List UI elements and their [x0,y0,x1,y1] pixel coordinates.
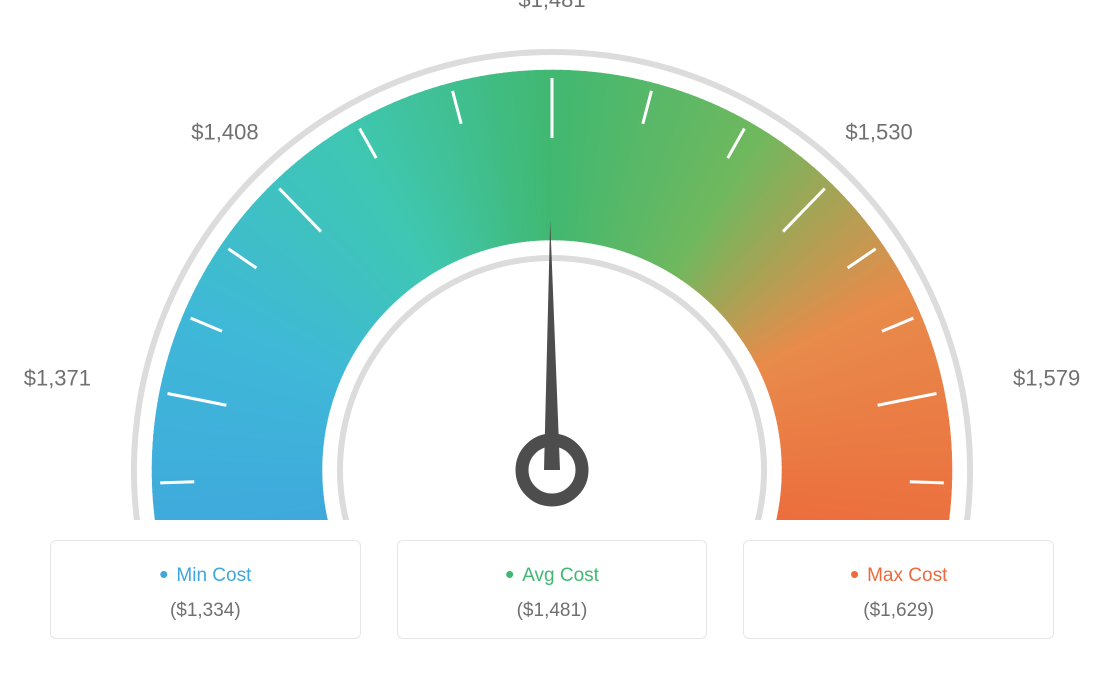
legend-avg-box: Avg Cost ($1,481) [397,540,708,639]
legend-max-label: Max Cost [754,559,1043,590]
legend-max-value: ($1,629) [754,600,1043,622]
legend-min-label: Min Cost [61,559,350,590]
gauge-tick-label: $1,408 [191,119,258,144]
gauge-tick-label: $1,371 [24,365,91,390]
legend-avg-label: Avg Cost [408,559,697,590]
legend-min-value: ($1,334) [61,600,350,622]
legend-avg-value: ($1,481) [408,600,697,622]
gauge-tick-label: $1,481 [518,0,585,12]
gauge-svg: $1,334$1,371$1,408$1,481$1,530$1,579$1,6… [0,0,1104,520]
gauge-area: $1,334$1,371$1,408$1,481$1,530$1,579$1,6… [0,0,1104,520]
legend-row: Min Cost ($1,334) Avg Cost ($1,481) Max … [0,540,1104,639]
gauge-tick-label: $1,530 [845,119,912,144]
legend-max-box: Max Cost ($1,629) [743,540,1054,639]
gauge-chart-container: $1,334$1,371$1,408$1,481$1,530$1,579$1,6… [0,0,1104,690]
gauge-tick-label: $1,579 [1013,365,1080,390]
legend-min-box: Min Cost ($1,334) [50,540,361,639]
